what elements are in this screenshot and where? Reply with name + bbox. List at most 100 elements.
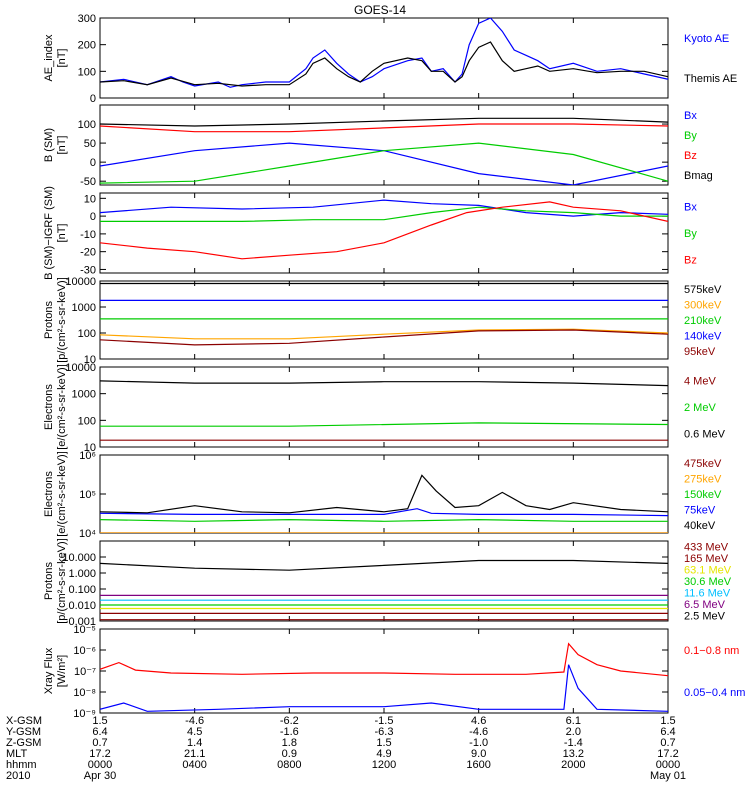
- legend-label: 140keV: [684, 331, 722, 343]
- x-axis-row-label: hhmm: [6, 759, 37, 771]
- y-axis-label: B (SM)−IGRF (SM): [43, 186, 55, 280]
- x-axis-row-value: -6.2: [280, 715, 299, 727]
- series-line-bmag: [100, 117, 668, 127]
- series-line-2-mev: [100, 422, 668, 427]
- legend-label: 2 MeV: [684, 402, 716, 414]
- x-axis-row-value: 17.2: [657, 748, 678, 760]
- legend-label: 6.5 MeV: [684, 599, 726, 611]
- series-line-75kev: [100, 508, 668, 517]
- x-axis-row-value: -1.5: [375, 715, 394, 727]
- x-axis-row-value: 2000: [561, 759, 585, 771]
- x-axis-row-value: -1.0: [469, 737, 488, 749]
- legend-label: By: [684, 130, 697, 142]
- legend-label: 95keV: [684, 346, 716, 358]
- y-axis-label: [p/(cm²-s-sr-keV)]: [56, 538, 68, 624]
- series-line-0-05-0-4-nm: [100, 664, 668, 712]
- y-tick-label: 1000: [72, 389, 96, 401]
- y-tick-label: 10⁴: [79, 528, 96, 540]
- legend-label: 75keV: [684, 505, 716, 517]
- legend-label: By: [684, 228, 697, 240]
- legend-label: 0.1−0.8 nm: [684, 645, 739, 657]
- y-tick-label: 0.010: [68, 600, 96, 612]
- x-axis-table: X-GSM 1.5 -4.6 -6.2 -1.5 4.6 6.1 1.5 Y-GSM 6.4 4.5…: [6, 715, 686, 782]
- x-axis-row-value: Apr 30: [84, 770, 116, 782]
- x-axis-row-value: 0.7: [660, 737, 675, 749]
- series-group: [100, 642, 668, 712]
- legend-label: 475keV: [684, 458, 722, 470]
- series-group: [100, 282, 668, 346]
- x-axis-row-value: 21.1: [184, 748, 205, 760]
- legend-label: 433 MeV: [684, 542, 729, 554]
- legend-label: 210keV: [684, 315, 722, 327]
- series-line-bz: [100, 201, 668, 260]
- panel-frame: [99, 366, 669, 448]
- x-axis-row-label: Y-GSM: [6, 726, 41, 738]
- series-group: [100, 117, 668, 185]
- y-axis-label: [e/(cm²-s-sr-keV)]: [56, 364, 68, 450]
- x-axis-row-value: 0000: [88, 759, 112, 771]
- series-line-kyoto-ae: [100, 18, 668, 88]
- y-tick-label: 10: [84, 193, 96, 205]
- x-axis-row-value: 6.4: [660, 726, 675, 738]
- y-tick-label: 0.100: [68, 584, 96, 596]
- x-axis-row-value: 2.0: [566, 726, 581, 738]
- panel-electrons1: 10 100 1000 10000 Electrons [e/(cm²-s-sr-keV)…: [43, 362, 726, 454]
- legend-label: 0.05−0.4 nm: [684, 687, 745, 699]
- y-axis-label: [nT]: [56, 49, 68, 68]
- panel-electrons2: 10⁴ 10⁵ 10⁶ Electrons [e/(cm²-s-sr-keV)] 475k…: [43, 450, 722, 540]
- x-axis-row-value: 6.4: [92, 726, 107, 738]
- legend-label: 150keV: [684, 489, 722, 501]
- y-tick-label: 100: [78, 119, 96, 131]
- panel-frame: [99, 192, 669, 274]
- y-tick-label: 10⁻⁸: [73, 687, 96, 699]
- legend-label: Bx: [684, 110, 697, 122]
- x-axis-row-value: 1.4: [187, 737, 202, 749]
- x-axis-row-label: Z-GSM: [6, 737, 41, 749]
- panel-xray: 10⁻⁹ 10⁻⁸ 10⁻⁷ 10⁻⁶ 10⁻⁵ Xray Flux [W/m²] 0.1−0…: [43, 624, 745, 720]
- x-axis-row-value: 13.2: [563, 748, 584, 760]
- x-axis-row-label: MLT: [6, 748, 27, 760]
- y-tick-label: 10: [84, 442, 96, 454]
- x-axis-row-value: 1.5: [92, 715, 107, 727]
- x-axis-row-label: X-GSM: [6, 715, 42, 727]
- y-tick-label: 100: [78, 328, 96, 340]
- x-axis-row-value: 1200: [372, 759, 396, 771]
- panel-protons1: 10 100 1000 10000 Protons [p/(cm²-s-sr-keV)] 5…: [43, 276, 722, 366]
- x-axis-row-value: 6.1: [566, 715, 581, 727]
- y-tick-label: 0.001: [68, 616, 96, 628]
- series-line-0-1-0-8-nm: [100, 642, 668, 677]
- panel-frame: [99, 17, 669, 99]
- series-group: [100, 474, 668, 533]
- y-axis-label: [W/m²]: [56, 655, 68, 687]
- panel-frame: [99, 628, 669, 714]
- y-tick-label: 100: [78, 66, 96, 78]
- x-axis-row-value: 0800: [277, 759, 301, 771]
- x-axis-row-value: -4.6: [185, 715, 204, 727]
- y-tick-label: 1000: [72, 302, 96, 314]
- y-tick-label: 10⁻⁶: [73, 645, 96, 657]
- y-axis-label: [p/(cm²-s-sr-keV)]: [56, 277, 68, 363]
- legend-label: 30.6 MeV: [684, 576, 732, 588]
- series-line-40kev: [100, 474, 668, 514]
- panel-frame: [99, 104, 669, 186]
- legend-label: 0.6 MeV: [684, 429, 726, 441]
- series-group: [100, 559, 668, 621]
- x-axis-row-value: 0000: [656, 759, 680, 771]
- y-tick-label: 10: [84, 354, 96, 366]
- x-axis-row-value: 1600: [466, 759, 490, 771]
- x-axis-row-value: 1.5: [376, 737, 391, 749]
- x-axis-row-value: 9.0: [471, 748, 486, 760]
- series-line-by: [100, 206, 668, 222]
- series-line-bx: [100, 199, 668, 217]
- x-axis-row-value: -1.4: [564, 737, 583, 749]
- series-line-2-5-mev: [100, 559, 668, 571]
- x-axis-row-label: 2010: [6, 770, 30, 782]
- y-tick-label: -20: [80, 247, 96, 259]
- y-axis-label: [nT]: [56, 224, 68, 243]
- x-axis-row-value: 17.2: [89, 748, 110, 760]
- y-tick-label: 10⁻⁵: [73, 624, 96, 636]
- legend-label: 40keV: [684, 520, 716, 532]
- x-axis-row-value: -4.6: [469, 726, 488, 738]
